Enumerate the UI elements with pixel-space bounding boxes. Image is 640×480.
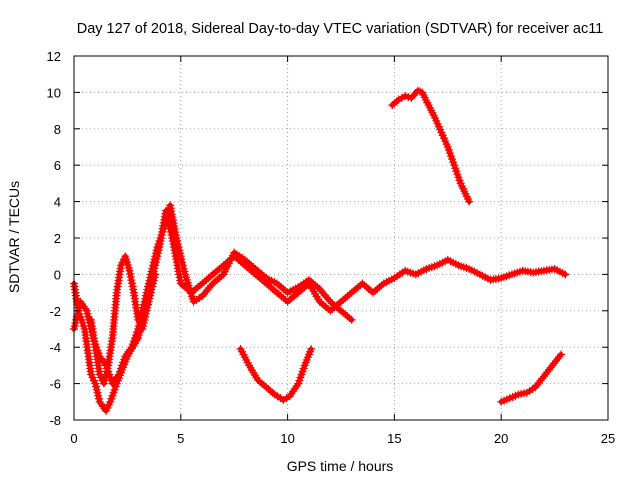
data-point: [465, 197, 474, 206]
y-tick-label: 8: [54, 122, 61, 137]
chart-title: Day 127 of 2018, Sidereal Day-to-day VTE…: [77, 21, 604, 37]
y-tick-label: -4: [49, 340, 61, 355]
data-point: [307, 345, 316, 354]
y-tick-label: 6: [54, 158, 61, 173]
x-tick-label: 20: [494, 431, 508, 446]
grid: [74, 56, 608, 420]
x-tick-label: 0: [70, 431, 77, 446]
data-point: [347, 315, 356, 324]
y-tick-label: 4: [54, 195, 61, 210]
y-tick-label: 2: [54, 231, 61, 246]
x-tick-label: 10: [280, 431, 294, 446]
data-layer: [70, 86, 570, 415]
y-tick-label: -8: [49, 413, 61, 428]
data-series: [236, 345, 316, 404]
y-axis-label: SDTVAR / TECUs: [6, 181, 22, 293]
data-series: [497, 350, 566, 406]
y-tick-label: 12: [47, 49, 61, 64]
tick-layer: 0 5 10 15 20 25 -8 -6 -4 -2 0 2 4 6 8 10 12: [47, 49, 616, 446]
x-tick-label: 15: [387, 431, 401, 446]
y-tick-label: -6: [49, 377, 61, 392]
data-point: [557, 350, 566, 359]
data-series: [388, 86, 474, 206]
x-axis-label: GPS time / hours: [287, 458, 394, 474]
x-tick-label: 25: [601, 431, 615, 446]
data-point: [561, 270, 570, 279]
y-tick-label: 10: [47, 85, 61, 100]
data-series: [87, 252, 160, 388]
y-tick-label: -2: [49, 304, 61, 319]
y-tick-label: 0: [54, 267, 61, 282]
x-tick-label: 5: [177, 431, 184, 446]
data-point: [151, 270, 160, 279]
